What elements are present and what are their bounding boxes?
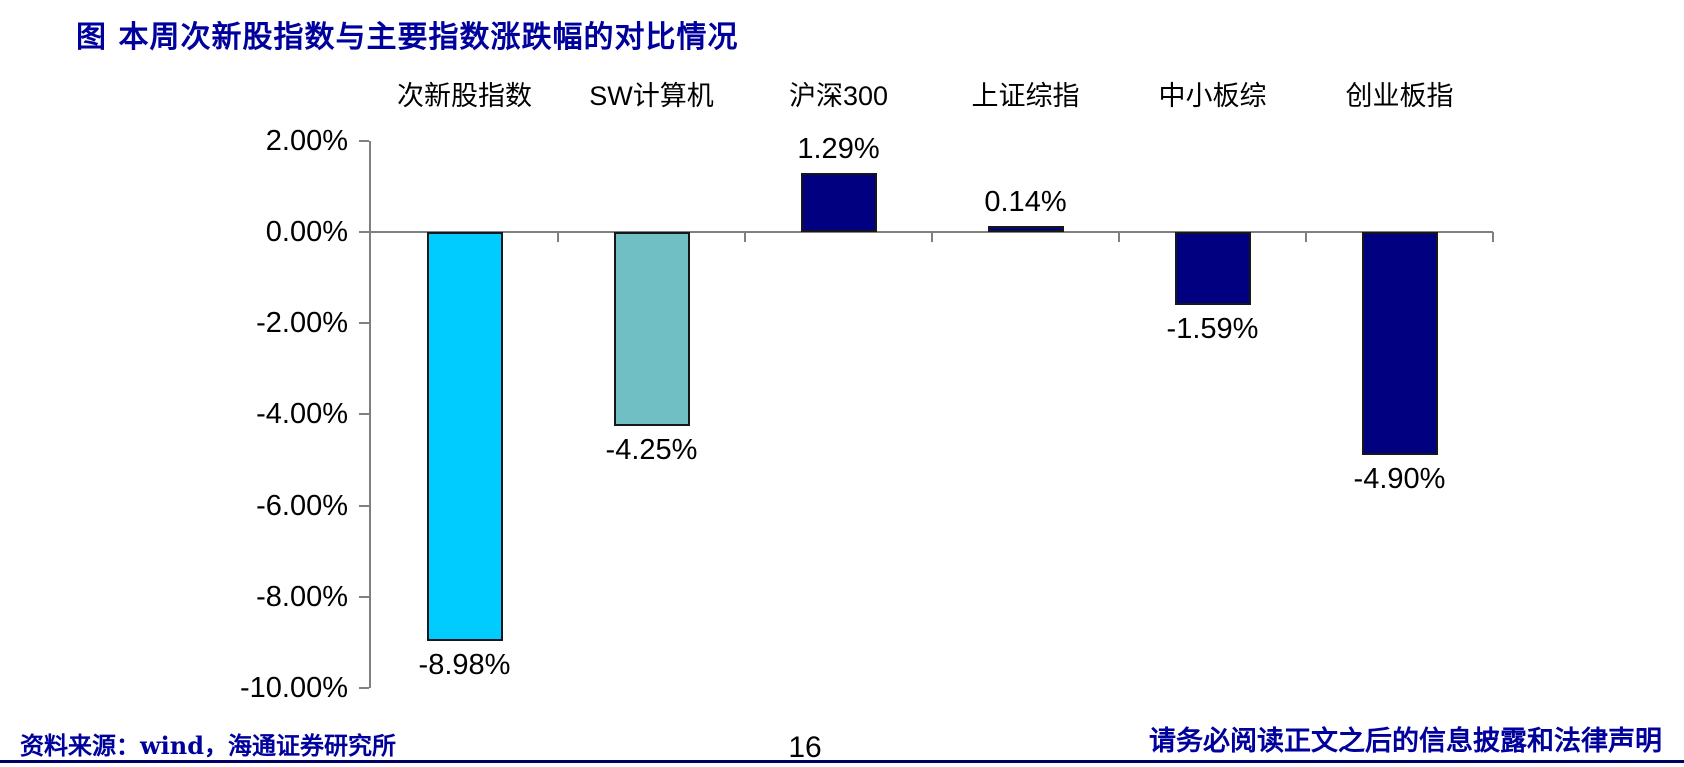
y-tick [359, 139, 369, 142]
y-tick [359, 595, 369, 598]
y-tick-label: 0.00% [265, 216, 348, 248]
y-tick [359, 504, 369, 507]
data-label: 1.29% [797, 133, 880, 166]
footer-disclaimer: 请务必阅读正文之后的信息披露和法律声明 [1149, 726, 1662, 757]
bar-3 [987, 225, 1064, 232]
x-tick [557, 232, 559, 242]
page-number: 16 [788, 731, 822, 764]
y-axis-line [369, 140, 371, 688]
y-tick [359, 322, 369, 325]
bar-1 [613, 232, 690, 426]
y-tick-label: -8.00% [256, 580, 348, 613]
category-label: 上证综指 [971, 81, 1080, 111]
y-tick-label: -4.00% [256, 398, 348, 431]
y-tick [359, 231, 369, 233]
category-label: 中小板综 [1158, 81, 1267, 111]
bar-5 [1361, 232, 1438, 456]
y-tick-label: -10.00% [239, 672, 348, 704]
data-label: -1.59% [1166, 312, 1259, 345]
y-tick [359, 687, 369, 689]
footer-source: 资料来源：wind，海通证券研究所 [20, 731, 397, 760]
data-label: -4.25% [605, 433, 698, 466]
x-tick [1118, 232, 1120, 242]
data-label: -8.98% [418, 649, 511, 682]
bar-4 [1174, 232, 1251, 305]
bottom-rule [0, 760, 1684, 763]
y-tick-label: 2.00% [265, 124, 348, 157]
category-label: 沪深300 [788, 81, 889, 111]
x-tick [1305, 232, 1307, 242]
x-tick [931, 232, 933, 242]
data-label: 0.14% [984, 185, 1067, 218]
category-label: SW计算机 [589, 81, 714, 111]
chart-title: 图 本周次新股指数与主要指数涨跌幅的对比情况 [76, 20, 739, 55]
bar-2 [800, 173, 877, 232]
y-tick-label: -2.00% [256, 307, 348, 340]
bar-0 [426, 232, 503, 642]
category-label: 次新股指数 [397, 81, 532, 111]
y-tick [359, 413, 369, 416]
x-tick [1492, 232, 1494, 242]
y-tick-label: -6.00% [256, 489, 348, 522]
x-tick [744, 232, 746, 242]
category-label: 创业板指 [1345, 81, 1454, 111]
data-label: -4.90% [1353, 463, 1446, 496]
